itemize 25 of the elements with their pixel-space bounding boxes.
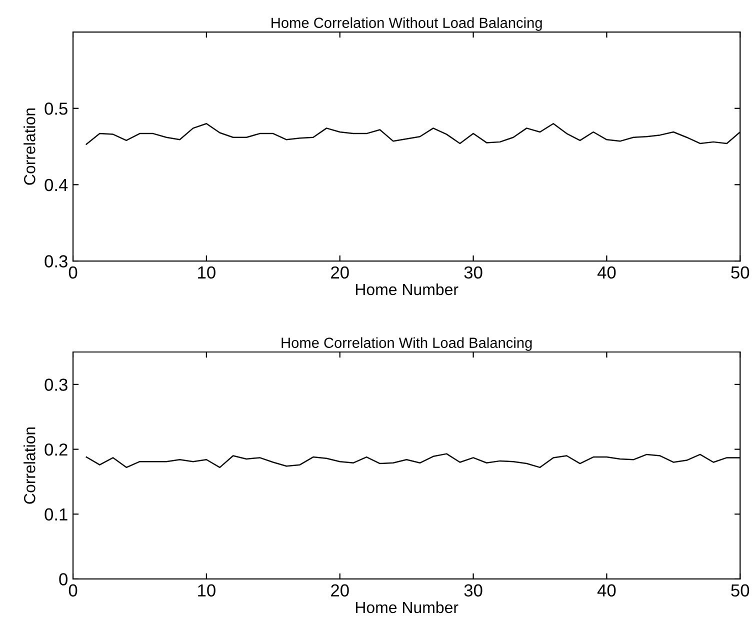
- y-tick-label: 0.3: [44, 255, 68, 268]
- x-tick-label: 0: [68, 584, 78, 597]
- x-tick-label: 40: [597, 266, 616, 279]
- x-tick-label: 20: [331, 584, 349, 597]
- x-axis-title: Home Number: [356, 283, 458, 296]
- x-axis-title: Home Number: [356, 601, 458, 614]
- x-tick-label: 10: [198, 266, 216, 279]
- chart-title: Home Correlation With Load Balancing: [282, 337, 532, 351]
- chart-title: Home Correlation Without Load Balancing: [272, 17, 542, 31]
- x-tick-label: 0: [68, 266, 78, 279]
- x-tick-label: 30: [464, 266, 482, 279]
- x-tick-label: 30: [464, 584, 482, 597]
- x-tick-label: 40: [597, 584, 616, 597]
- x-tick-label: 50: [731, 266, 750, 279]
- y-tick-label: 0.5: [44, 102, 68, 115]
- y-tick-label: 0.4: [44, 178, 68, 192]
- x-tick-label: 20: [331, 266, 349, 279]
- x-tick-label: 10: [198, 584, 216, 597]
- y-axis-title: Correlation: [24, 108, 36, 185]
- x-tick-label: 50: [731, 584, 750, 597]
- y-tick-label: 0: [59, 573, 68, 586]
- y-tick-label: 0.2: [44, 443, 68, 456]
- y-axis-title: Correlation: [24, 427, 36, 504]
- y-tick-label: 0.1: [44, 508, 68, 521]
- y-tick-label: 0.3: [44, 378, 68, 391]
